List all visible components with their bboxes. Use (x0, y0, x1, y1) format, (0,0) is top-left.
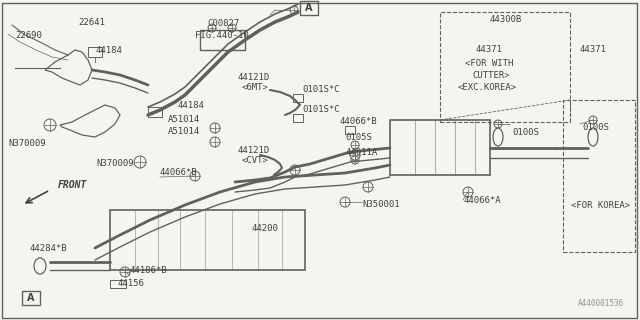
Text: 44121D: 44121D (238, 73, 270, 82)
Text: 44371: 44371 (580, 45, 607, 54)
Text: 22690: 22690 (15, 31, 42, 40)
Text: 0101S*C: 0101S*C (302, 105, 340, 114)
Text: 44184: 44184 (178, 101, 205, 110)
Text: FIG.440-10: FIG.440-10 (195, 31, 249, 40)
Text: 0100S: 0100S (582, 123, 609, 132)
Bar (440, 12, 570, 122)
Text: 22641: 22641 (78, 18, 105, 27)
Text: 44300B: 44300B (490, 15, 522, 24)
Text: A51014: A51014 (168, 127, 200, 136)
Text: 0105S: 0105S (345, 133, 372, 142)
Text: A: A (28, 293, 35, 303)
Text: <6MT>: <6MT> (242, 83, 269, 92)
Bar (293, 94, 303, 102)
Text: C00827: C00827 (207, 19, 239, 28)
Text: 44186*B: 44186*B (130, 266, 168, 275)
Text: <FOR KOREA>: <FOR KOREA> (571, 201, 630, 210)
Bar (88, 47, 102, 57)
Text: 44066*B: 44066*B (160, 168, 198, 177)
Text: N370009: N370009 (8, 139, 45, 148)
Bar (110, 210, 305, 270)
Text: 0101S*C: 0101S*C (302, 85, 340, 94)
Text: A440001536: A440001536 (578, 299, 624, 308)
Bar (110, 280, 126, 288)
Text: <CVT>: <CVT> (242, 156, 269, 165)
Text: <EXC.KOREA>: <EXC.KOREA> (458, 83, 517, 92)
Text: 44066*A: 44066*A (463, 196, 500, 205)
Text: 44066*B: 44066*B (340, 117, 378, 126)
Bar (345, 126, 355, 134)
Bar (293, 114, 303, 122)
Bar (390, 120, 490, 175)
Text: 44284*B: 44284*B (30, 244, 68, 253)
Text: 0100S: 0100S (512, 128, 539, 137)
Bar (563, 100, 635, 252)
Text: N370009: N370009 (96, 159, 134, 168)
Text: 44121D: 44121D (238, 146, 270, 155)
Bar (300, 1, 318, 15)
Text: 44156: 44156 (118, 279, 145, 288)
Text: CUTTER>: CUTTER> (472, 71, 509, 80)
Bar (148, 107, 162, 117)
Text: 44371: 44371 (475, 45, 502, 54)
Bar (200, 30, 244, 50)
Text: 44011A: 44011A (345, 148, 377, 157)
Text: FRONT: FRONT (58, 180, 88, 190)
Text: <FOR WITH: <FOR WITH (465, 59, 513, 68)
Text: A: A (305, 3, 313, 13)
Text: 44200: 44200 (252, 224, 279, 233)
Text: N350001: N350001 (362, 200, 399, 209)
Text: 44184: 44184 (95, 46, 122, 55)
Text: A51014: A51014 (168, 115, 200, 124)
Bar (22, 291, 40, 305)
